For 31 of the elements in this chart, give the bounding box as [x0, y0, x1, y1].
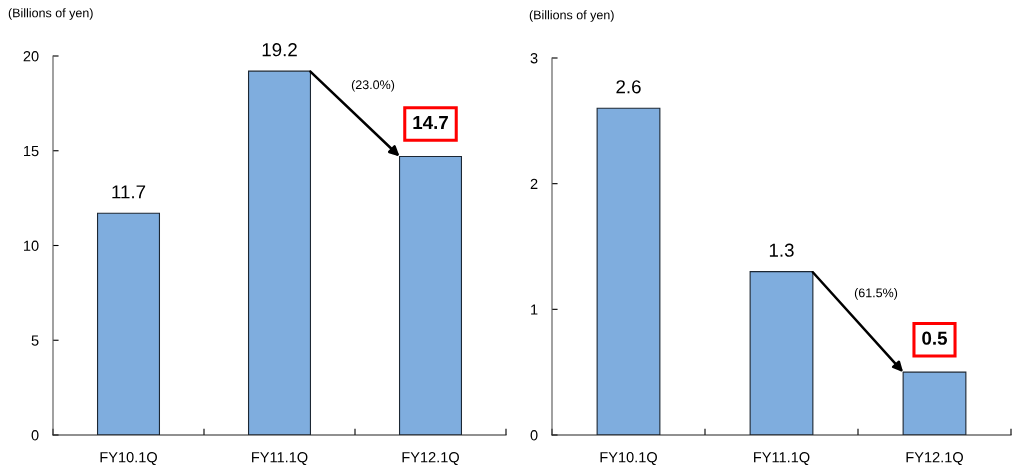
bar [96, 212, 161, 435]
y-tick-label: 15 [24, 146, 39, 157]
x-tick-label: FY10.1Q [600, 452, 657, 465]
y-tick-label: 0 [530, 430, 538, 441]
y-tick-label: 5 [31, 335, 39, 346]
x-tick-label: FY11.1Q [252, 452, 308, 465]
y-axis-title: (Billions of yen) [529, 10, 614, 22]
data-label: 1.3 [769, 243, 794, 257]
x-tick-label: FY11.1Q [754, 452, 810, 465]
annotation: (61.5%) [854, 288, 898, 300]
data-label: 0.5 [922, 331, 948, 345]
data-label: 14.7 [413, 116, 448, 129]
annotation: (23.0%) [351, 79, 395, 92]
y-tick-label: 10 [24, 240, 39, 251]
bar [749, 271, 814, 435]
y-tick-label: 20 [23, 51, 39, 62]
data-label: 11.7 [112, 185, 146, 199]
y-tick-label: 3 [530, 53, 538, 64]
x-tick-label: FY10.1Q [100, 452, 157, 465]
data-label: 19.2 [262, 43, 297, 57]
y-axis-title: (Billions of yen) [8, 8, 93, 20]
x-tick-label: FY12.1Q [906, 452, 963, 465]
bar [596, 107, 661, 435]
x-tick-label: FY12.1Q [402, 452, 459, 465]
y-tick-label: 0 [31, 430, 39, 441]
y-tick-label: 1 [531, 304, 538, 315]
y-tick-label: 2 [530, 178, 538, 189]
bar [902, 371, 967, 435]
bar [247, 70, 312, 435]
data-label: 2.6 [616, 80, 641, 94]
bar [398, 155, 463, 435]
